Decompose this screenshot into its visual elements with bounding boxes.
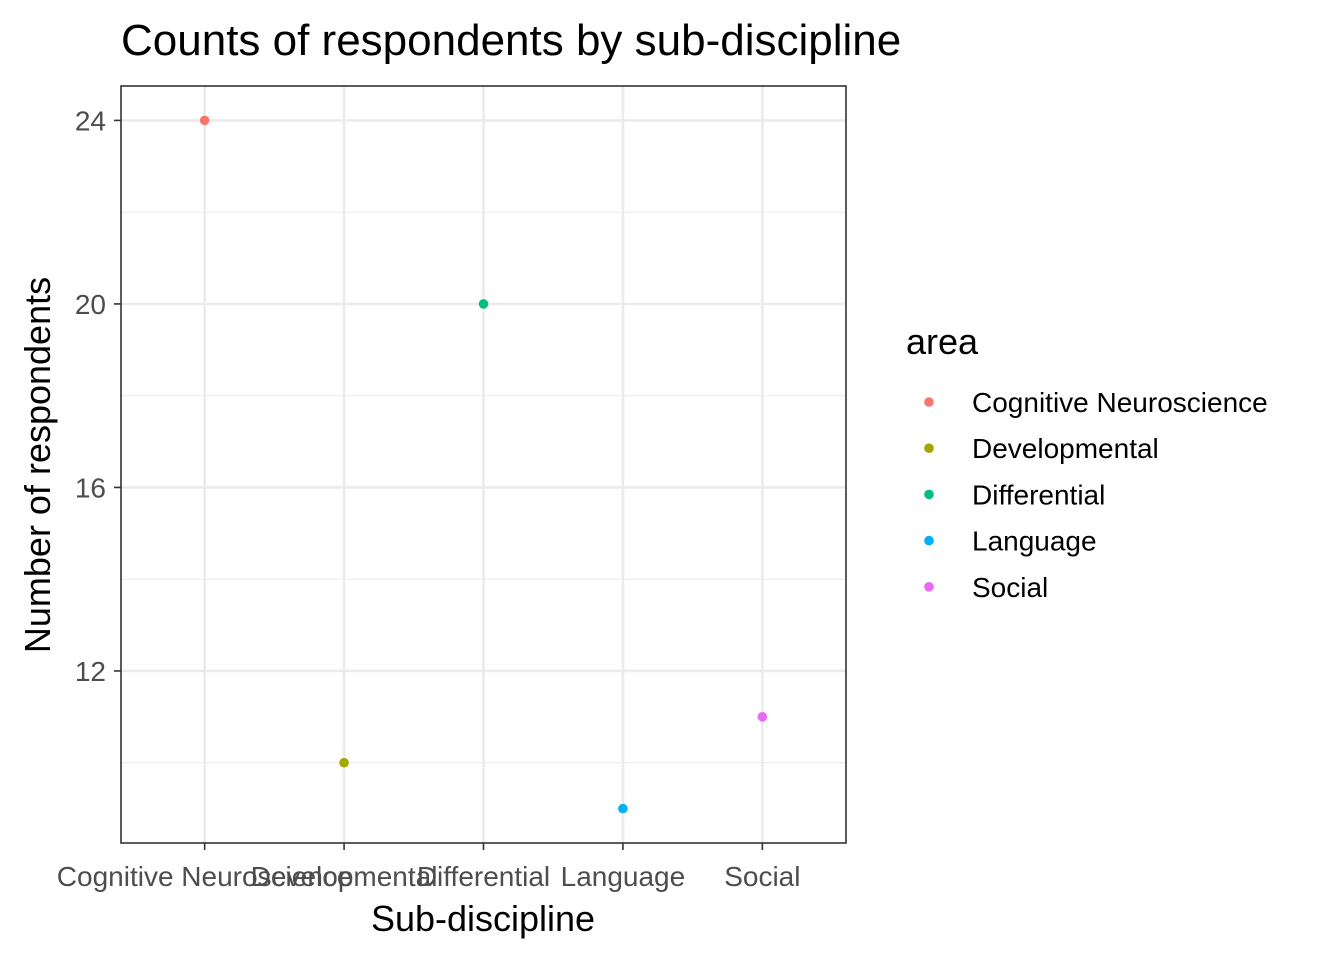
legend-label: Social: [972, 572, 1048, 603]
data-point: [757, 712, 768, 722]
data-point: [478, 299, 489, 309]
data-point: [339, 757, 349, 768]
chart-title: Counts of respondents by sub-discipline: [121, 16, 901, 65]
x-axis-title: Sub-discipline: [371, 898, 595, 939]
y-tick-label: 16: [75, 472, 106, 503]
legend-label: Cognitive Neuroscience: [972, 387, 1268, 418]
legend-label: Language: [972, 526, 1097, 557]
data-point: [618, 803, 628, 814]
x-tick-label: Social: [724, 861, 800, 892]
x-tick-label: Language: [561, 861, 686, 892]
y-tick-label: 24: [75, 105, 106, 136]
legend-key: [924, 582, 934, 592]
legend-key: [924, 397, 934, 407]
legend-key: [924, 443, 934, 454]
y-axis-title: Number of respondents: [17, 277, 58, 653]
legend-label: Differential: [972, 479, 1105, 510]
legend-title: area: [906, 321, 979, 362]
y-tick-label: 20: [75, 289, 106, 320]
data-point: [199, 115, 210, 126]
x-tick-label: Developmental: [251, 861, 438, 892]
plot-panel: [120, 85, 847, 844]
x-tick-label: Cognitive Neuroscience: [57, 861, 353, 892]
legend-label: Developmental: [972, 433, 1159, 464]
x-tick-label: Differential: [417, 861, 550, 892]
y-tick-label: 12: [75, 656, 106, 687]
legend-key: [924, 535, 934, 546]
legend: area Cognitive Neuroscience Developmental…: [906, 321, 1268, 603]
legend-key: [924, 489, 934, 500]
